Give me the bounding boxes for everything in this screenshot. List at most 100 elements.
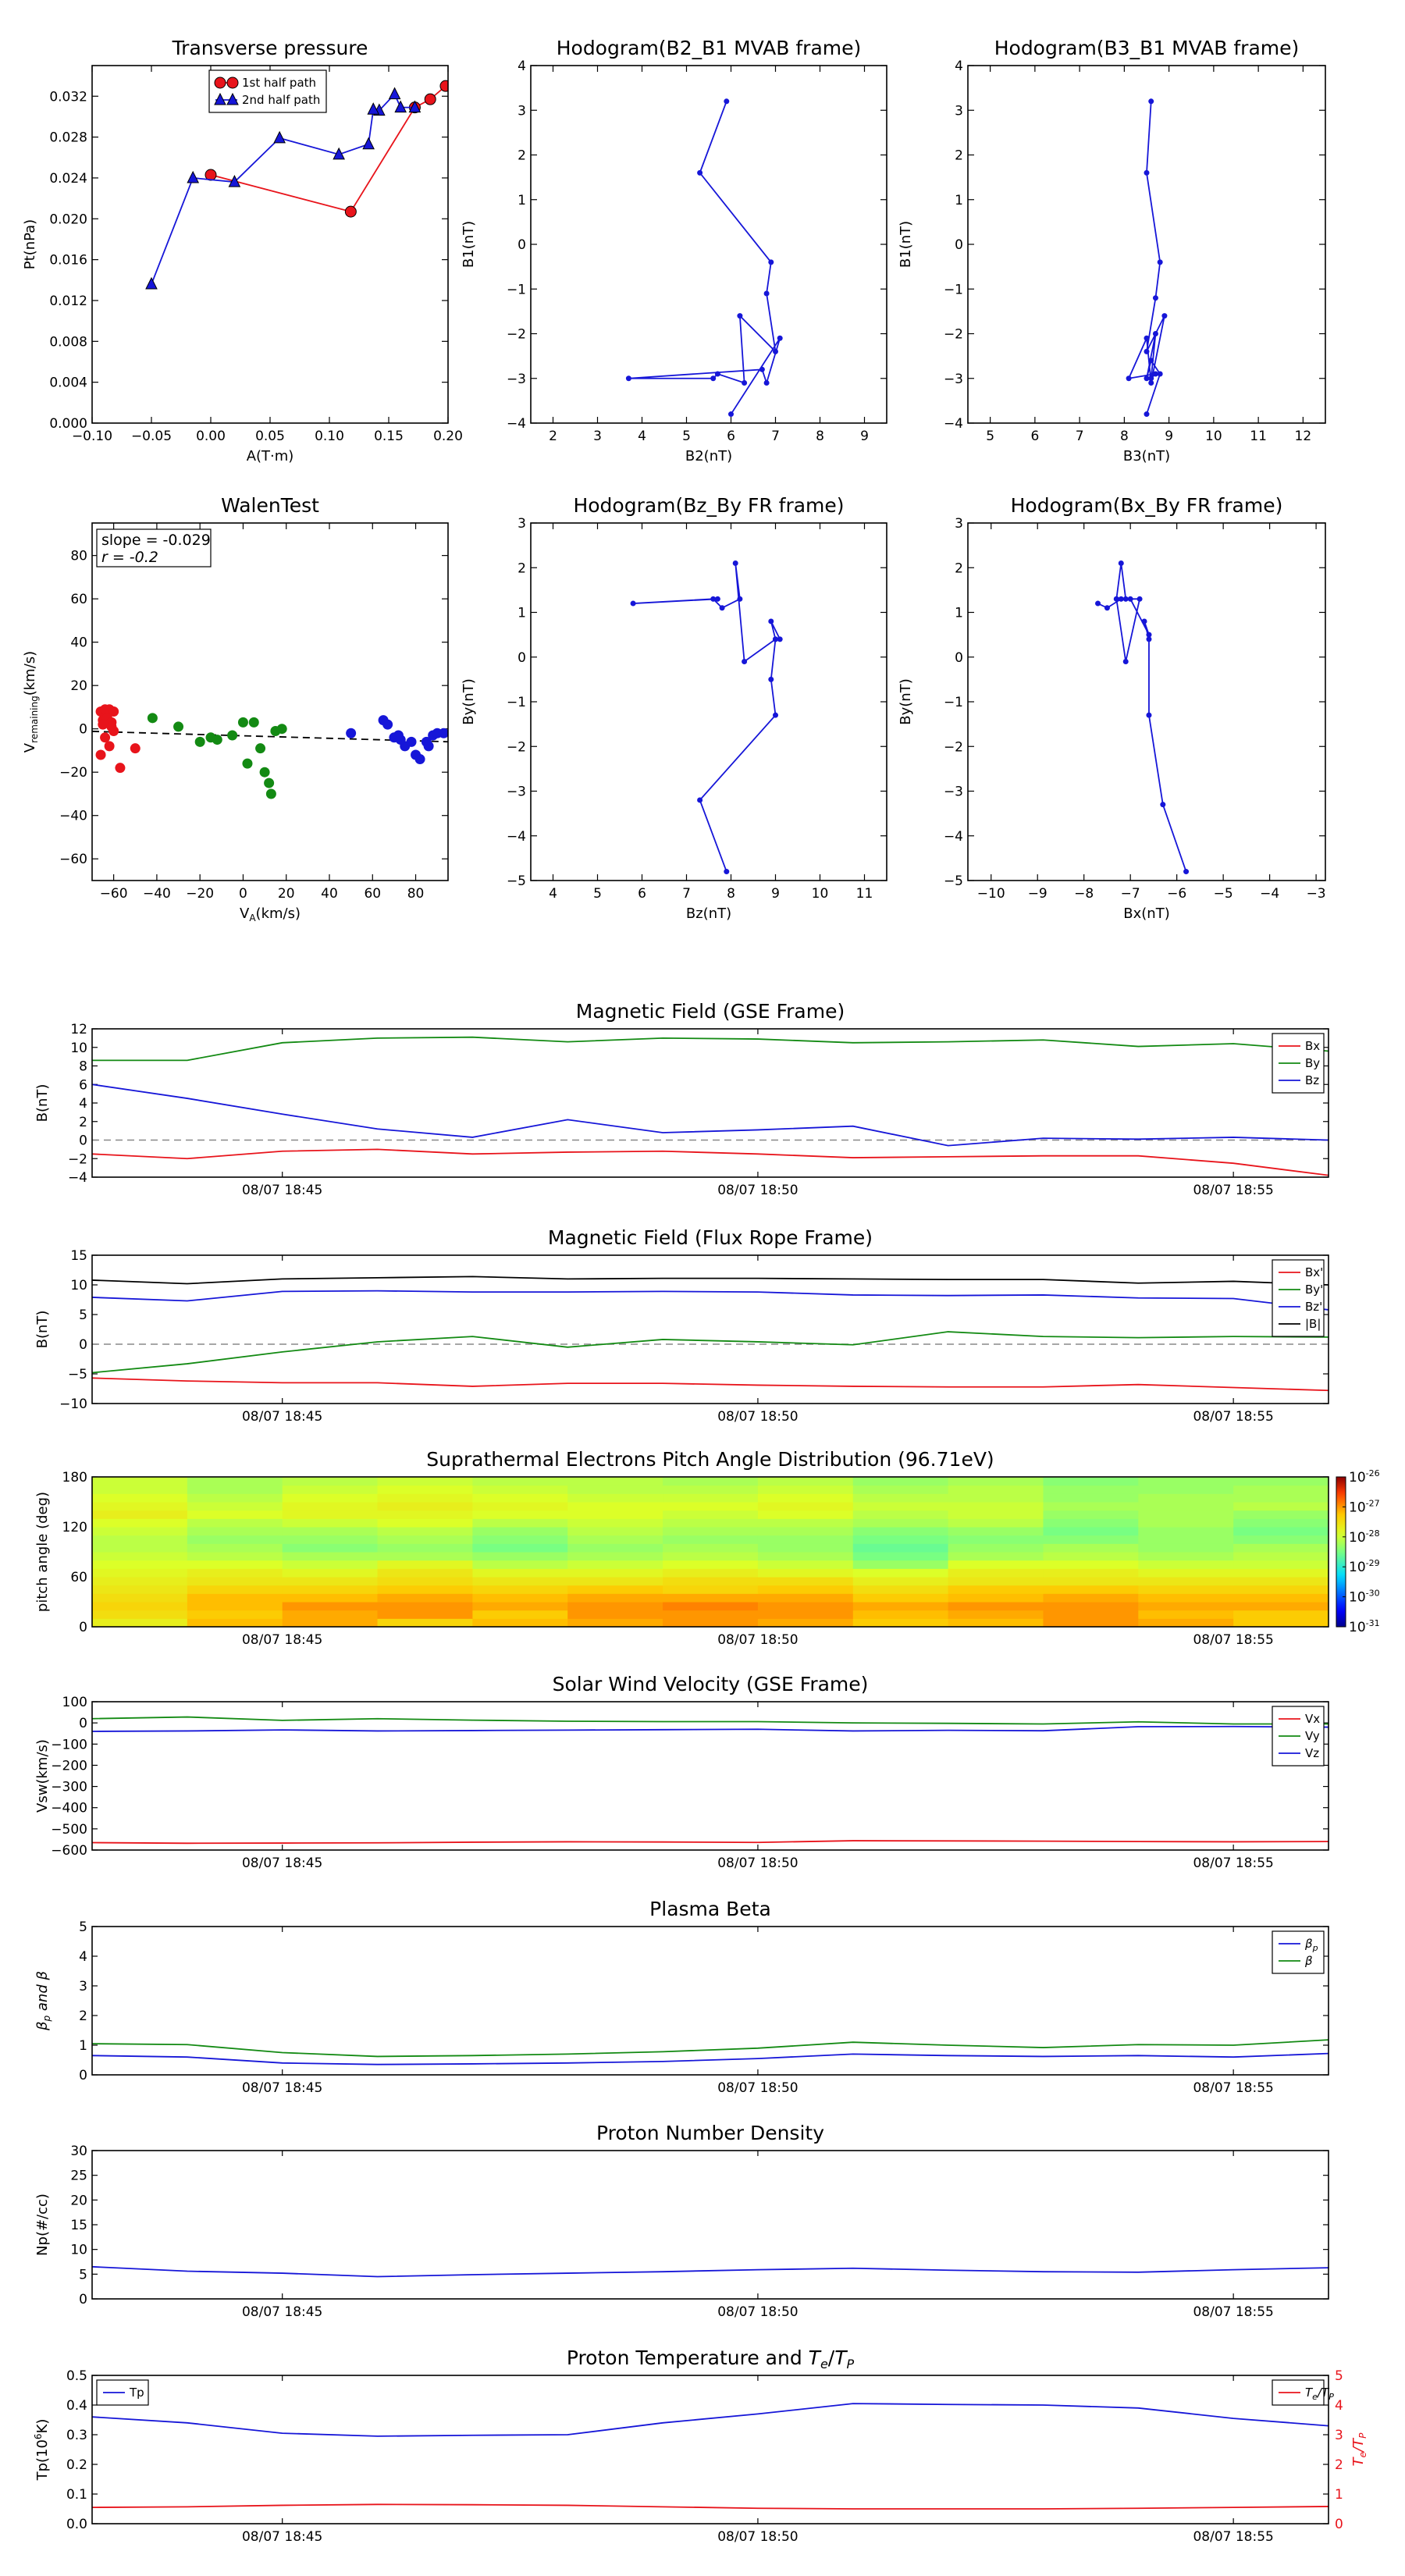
x-axis-label-text: Bx(nT): [1123, 906, 1169, 922]
y-axis-label: Vremaining(km/s): [22, 651, 40, 753]
heatmap-cell: [948, 1568, 1044, 1578]
legend-label-text: |B|: [1305, 1317, 1321, 1331]
pad-plot-area: [92, 1477, 1329, 1627]
x-tick-label: 9: [860, 429, 869, 444]
heatmap-cell: [282, 1485, 379, 1494]
legend-marker: [226, 76, 239, 89]
y-tick-label: 0.016: [49, 253, 87, 269]
x-axis-label-unit: (km/s): [256, 906, 301, 922]
heatmap-cell: [757, 1568, 854, 1578]
heatmap-cell: [472, 1518, 568, 1528]
legend: Vx Vy Vz: [1272, 1706, 1325, 1767]
heatmap-cell: [1233, 1518, 1329, 1528]
y-tick-label: −3: [944, 785, 963, 800]
np-panel: Proton Number Density 08/07 18:45 08/07 18…: [34, 2122, 1329, 2320]
x-axis-label: B3(nT): [1123, 448, 1170, 464]
y-axis-label-unit: (km/s): [22, 651, 38, 696]
fit-line: [92, 731, 448, 743]
y-tick-label: −2: [944, 327, 963, 343]
heatmap-cell: [1138, 1535, 1234, 1544]
data-point: [130, 743, 140, 754]
y-axis-label-text: Pt(nPa): [22, 219, 38, 269]
x-tick-label: 7: [682, 886, 691, 902]
x-axis-label-text: Bz(nT): [686, 906, 731, 922]
x-tick-label: 6: [727, 429, 735, 444]
colorbar-label-exp: -28: [1366, 1528, 1380, 1539]
y-axis-label-text: Np(#/cc): [34, 2194, 51, 2256]
y-axis-label: By(nT): [461, 678, 477, 724]
heatmap-cell: [567, 1593, 663, 1603]
heatmap-cell: [948, 1510, 1044, 1519]
heatmap-cell: [757, 1502, 854, 1511]
legend: 1st half path 2nd half path: [208, 69, 327, 113]
heatmap-cell: [377, 1593, 473, 1603]
y-tick-label: −4: [507, 416, 526, 432]
legend-box: [1272, 1930, 1325, 1974]
x-tick-label: 08/07 18:50: [717, 1183, 798, 1198]
y-tick-label: −5: [68, 1367, 87, 1382]
heatmap-cell: [282, 1477, 379, 1486]
heatmap-cell: [92, 1585, 188, 1594]
data-point: [697, 169, 703, 176]
series-line: [92, 1083, 1329, 1147]
legend-label-text: Bz': [1305, 1300, 1322, 1314]
legend-label: Vy: [1305, 1729, 1320, 1743]
x-tick-label: 2: [549, 429, 557, 444]
series-line: [92, 1840, 1329, 1845]
heatmap-cell: [567, 1543, 663, 1553]
y-axis-label: Np(#/cc): [34, 2194, 51, 2256]
h21-plot-area: [625, 98, 783, 418]
data-point: [768, 259, 774, 265]
heatmap-cell: [852, 1518, 949, 1528]
heatmap-cell: [282, 1502, 379, 1511]
data-point: [1152, 295, 1158, 301]
y-tick-label: 0.3: [66, 2428, 87, 2443]
series-line: [92, 2039, 1329, 2058]
heatmap-cell: [1233, 1618, 1329, 1627]
data-point: [98, 719, 108, 730]
heatmap-cell: [1043, 1585, 1139, 1594]
y-tick-label: −2: [507, 327, 526, 343]
data-point: [145, 276, 158, 290]
x-axis-label: A(T·m): [247, 448, 294, 464]
heatmap-cell: [472, 1577, 568, 1586]
y-axis-label-sub: remaining: [29, 696, 40, 743]
heatmap-cell: [567, 1477, 663, 1486]
chart-title-text: Hodogram(B3_B1 MVAB frame): [994, 37, 1300, 59]
heatmap-cell: [948, 1543, 1044, 1553]
y-axis-label-text: B1(nT): [461, 221, 477, 268]
plot-frame: [530, 522, 887, 881]
heatmap-cell: [852, 1585, 949, 1594]
legend-math: T: [1321, 2386, 1330, 2400]
plot-frame: [967, 65, 1326, 424]
y-tick-label: 15: [70, 1248, 87, 1264]
data-point: [737, 313, 743, 319]
data-point: [724, 98, 730, 105]
data-point: [265, 788, 276, 799]
data-point: [333, 147, 345, 160]
data-point: [108, 706, 119, 717]
heatmap-cell: [92, 1535, 188, 1544]
chart-title-text: Transverse pressure: [172, 37, 368, 59]
y-tick-label: 0: [79, 2292, 87, 2307]
heatmap-cell: [948, 1493, 1044, 1503]
title-math: /: [828, 2347, 835, 2369]
legend-label: 1st half path: [242, 76, 316, 90]
heatmap-cell: [663, 1560, 759, 1569]
data-point: [1141, 618, 1147, 624]
heatmap-cell: [282, 1593, 379, 1603]
heatmap-cell: [1138, 1493, 1234, 1503]
y-axis-label-text: pitch angle (deg): [34, 1492, 51, 1612]
data-point: [212, 735, 222, 745]
data-point: [759, 366, 765, 372]
legend-math: T: [1305, 2386, 1314, 2400]
walen-plot-area: [92, 704, 448, 799]
y-tick-label: 180: [62, 1470, 87, 1485]
x-tick-label: 08/07 18:55: [1193, 2304, 1273, 2320]
heatmap-cell: [1043, 1552, 1139, 1561]
x-tick-label: −3: [1307, 886, 1326, 902]
plot-frame: [91, 1701, 1329, 1851]
heatmap-cell: [1043, 1502, 1139, 1511]
